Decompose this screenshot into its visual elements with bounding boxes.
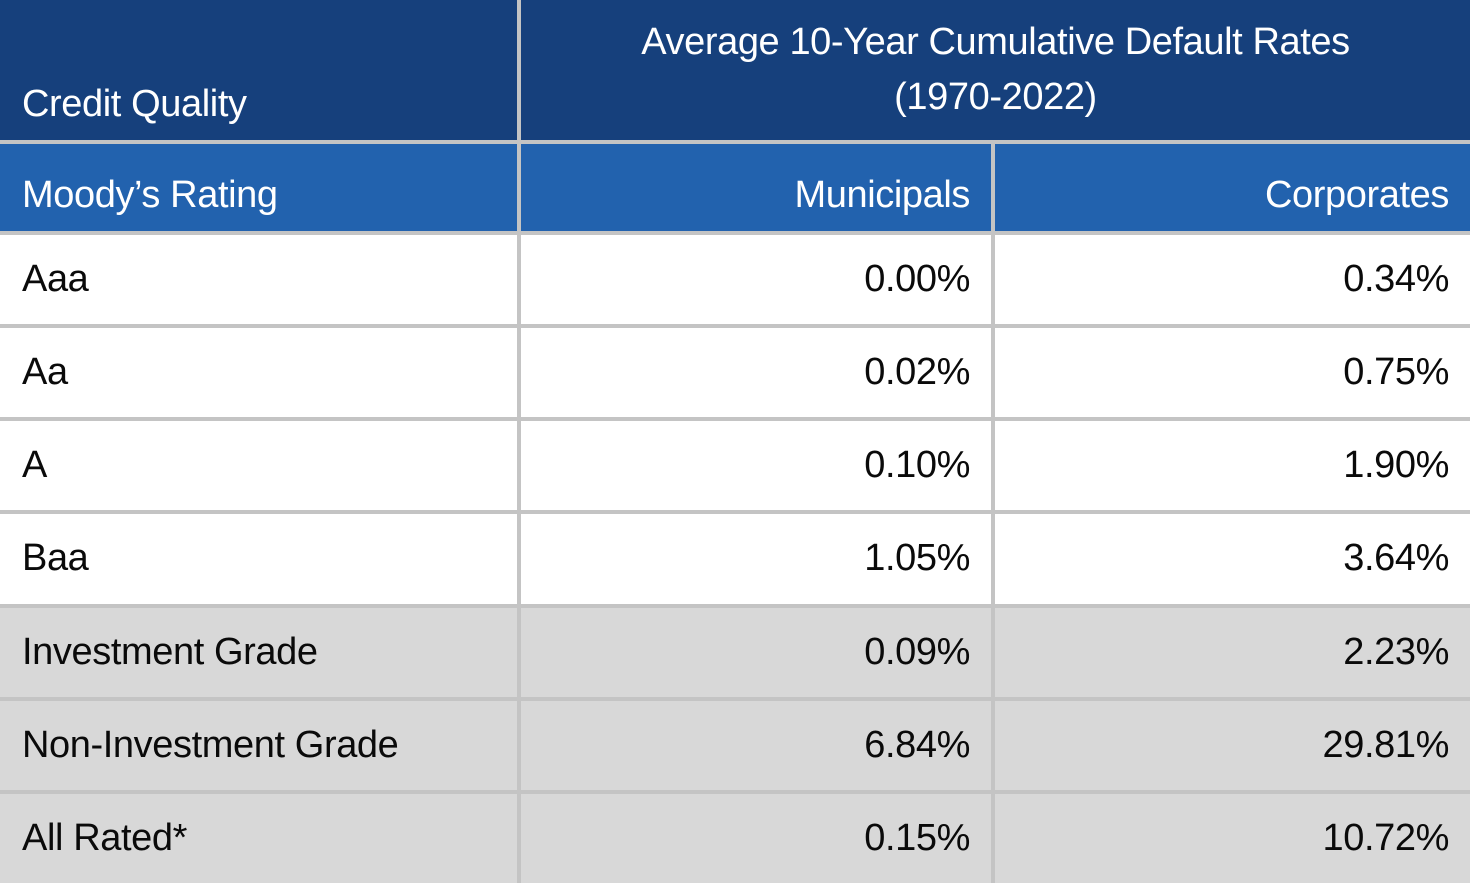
corporates-value-aaa: 0.34% bbox=[995, 235, 1470, 325]
row-label-investment-grade: Investment Grade bbox=[0, 607, 517, 697]
municipals-value-baa: 1.05% bbox=[521, 514, 991, 604]
corporates-value-aa: 0.75% bbox=[995, 328, 1470, 418]
row-label-baa: Baa bbox=[0, 514, 517, 604]
municipals-value-non-investment-grade: 6.84% bbox=[521, 700, 991, 790]
municipals-column-header: Municipals bbox=[521, 144, 991, 231]
corporates-column-header: Corporates bbox=[995, 144, 1470, 231]
row-label-all-rated: All Rated* bbox=[0, 793, 517, 883]
table-title-line-1: Average 10-Year Cumulative Default Rates bbox=[641, 21, 1350, 63]
moodys-rating-header: Moody’s Rating bbox=[0, 144, 517, 231]
municipals-value-all-rated: 0.15% bbox=[521, 793, 991, 883]
municipals-value-a: 0.10% bbox=[521, 421, 991, 511]
row-label-aa: Aa bbox=[0, 328, 517, 418]
corporates-value-baa: 3.64% bbox=[995, 514, 1470, 604]
row-label-a: A bbox=[0, 421, 517, 511]
table-title: Average 10-Year Cumulative Default Rates… bbox=[521, 0, 1470, 140]
row-label-aaa: Aaa bbox=[0, 235, 517, 325]
corporates-value-non-investment-grade: 29.81% bbox=[995, 700, 1470, 790]
corporates-value-all-rated: 10.72% bbox=[995, 793, 1470, 883]
municipals-value-investment-grade: 0.09% bbox=[521, 607, 991, 697]
table-title-line-2: (1970-2022) bbox=[894, 76, 1097, 118]
corporates-value-investment-grade: 2.23% bbox=[995, 607, 1470, 697]
credit-quality-header: Credit Quality bbox=[0, 0, 517, 140]
corporates-value-a: 1.90% bbox=[995, 421, 1470, 511]
row-label-non-investment-grade: Non-Investment Grade bbox=[0, 700, 517, 790]
municipals-value-aaa: 0.00% bbox=[521, 235, 991, 325]
municipals-value-aa: 0.02% bbox=[521, 328, 991, 418]
